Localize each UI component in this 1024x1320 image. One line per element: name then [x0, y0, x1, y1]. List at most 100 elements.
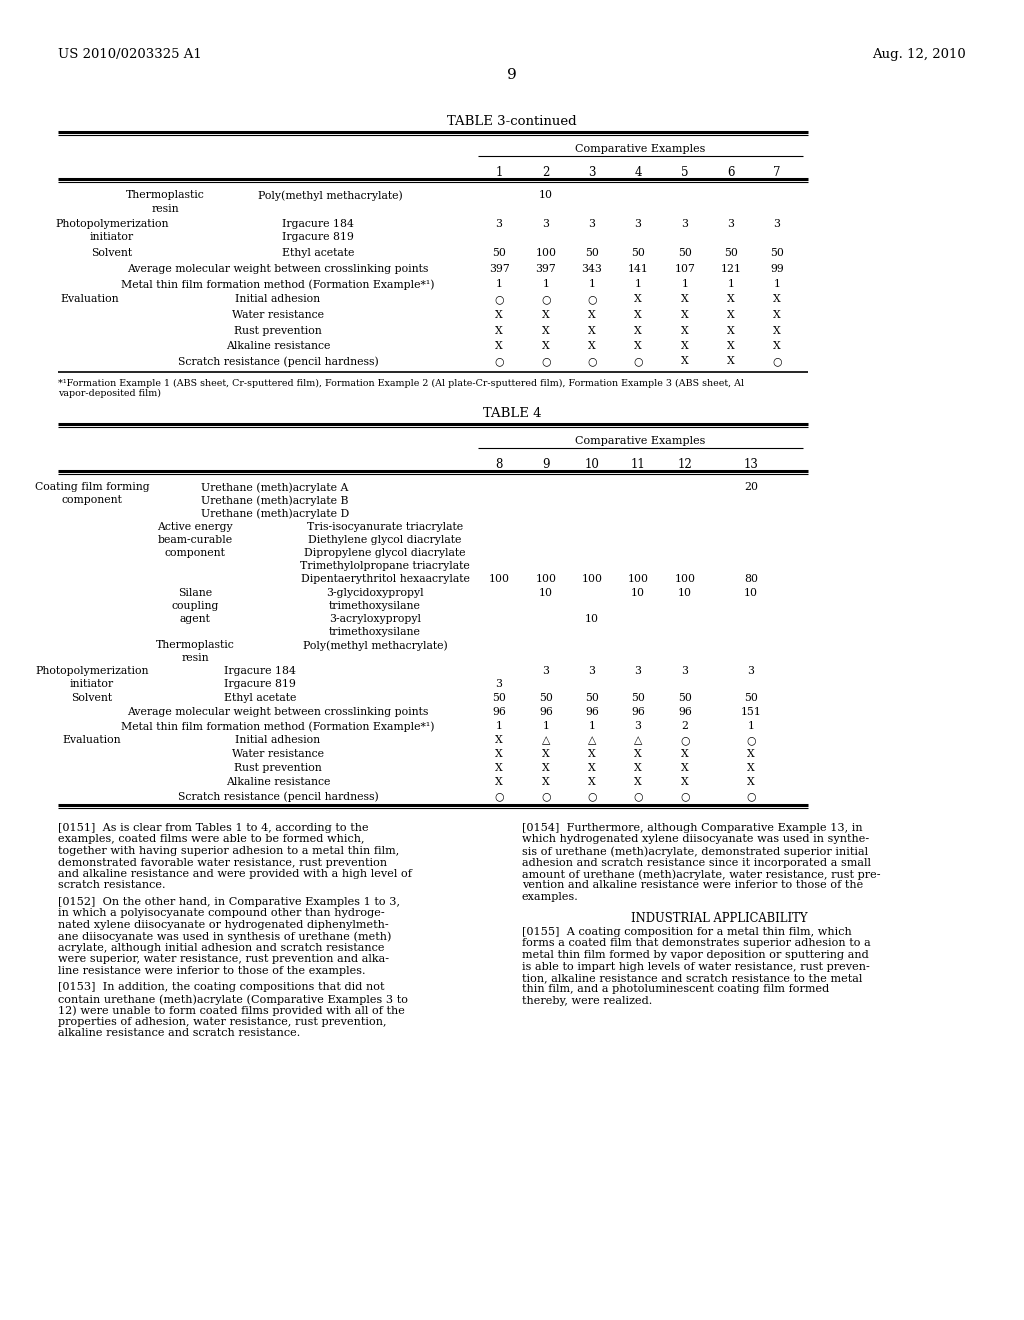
Text: X: X — [681, 294, 689, 305]
Text: 1: 1 — [543, 279, 550, 289]
Text: US 2010/0203325 A1: US 2010/0203325 A1 — [58, 48, 202, 61]
Text: Scratch resistance (pencil hardness): Scratch resistance (pencil hardness) — [177, 791, 379, 801]
Text: Water resistance: Water resistance — [232, 748, 324, 759]
Text: 151: 151 — [740, 708, 762, 717]
Text: Urethane (meth)acrylate A: Urethane (meth)acrylate A — [202, 482, 349, 492]
Text: vapor-deposited film): vapor-deposited film) — [58, 389, 161, 399]
Text: X: X — [496, 777, 503, 787]
Text: 10: 10 — [631, 587, 645, 598]
Text: X: X — [681, 341, 689, 351]
Text: 1: 1 — [543, 721, 550, 731]
Text: 10: 10 — [585, 614, 599, 624]
Text: ○: ○ — [633, 356, 643, 367]
Text: 50: 50 — [631, 693, 645, 704]
Text: X: X — [748, 763, 755, 774]
Text: Irgacure 184: Irgacure 184 — [282, 219, 354, 228]
Text: 99: 99 — [770, 264, 784, 273]
Text: 1: 1 — [589, 721, 596, 731]
Text: X: X — [634, 294, 642, 305]
Text: X: X — [773, 310, 781, 319]
Text: X: X — [748, 748, 755, 759]
Text: acrylate, although initial adhesion and scratch resistance: acrylate, although initial adhesion and … — [58, 942, 384, 953]
Text: adhesion and scratch resistance since it incorporated a small: adhesion and scratch resistance since it… — [522, 858, 871, 867]
Text: demonstrated favorable water resistance, rust prevention: demonstrated favorable water resistance,… — [58, 858, 387, 867]
Text: X: X — [496, 763, 503, 774]
Text: and alkaline resistance and were provided with a high level of: and alkaline resistance and were provide… — [58, 869, 412, 879]
Text: Tris-isocyanurate triacrylate: Tris-isocyanurate triacrylate — [307, 521, 463, 532]
Text: properties of adhesion, water resistance, rust prevention,: properties of adhesion, water resistance… — [58, 1016, 386, 1027]
Text: X: X — [588, 310, 596, 319]
Text: 4: 4 — [634, 166, 642, 180]
Text: 1: 1 — [727, 279, 734, 289]
Text: X: X — [727, 356, 735, 367]
Text: thin film, and a photoluminescent coating film formed: thin film, and a photoluminescent coatin… — [522, 985, 829, 994]
Text: 1: 1 — [682, 279, 688, 289]
Text: 1: 1 — [589, 279, 596, 289]
Text: 3: 3 — [635, 721, 641, 731]
Text: ○: ○ — [772, 356, 781, 367]
Text: ○: ○ — [495, 356, 504, 367]
Text: 3: 3 — [682, 219, 688, 228]
Text: 10: 10 — [678, 587, 692, 598]
Text: Urethane (meth)acrylate D: Urethane (meth)acrylate D — [201, 508, 349, 519]
Text: Trimethylolpropane triacrylate: Trimethylolpropane triacrylate — [300, 561, 470, 572]
Text: ○: ○ — [542, 791, 551, 801]
Text: contain urethane (meth)acrylate (Comparative Examples 3 to: contain urethane (meth)acrylate (Compara… — [58, 994, 408, 1005]
Text: 80: 80 — [744, 574, 758, 583]
Text: initiator: initiator — [70, 678, 114, 689]
Text: ○: ○ — [542, 356, 551, 367]
Text: 3: 3 — [589, 219, 596, 228]
Text: [0155]  A coating composition for a metal thin film, which: [0155] A coating composition for a metal… — [522, 927, 852, 937]
Text: 96: 96 — [631, 708, 645, 717]
Text: Photopolymerization: Photopolymerization — [35, 667, 148, 676]
Text: tion, alkaline resistance and scratch resistance to the metal: tion, alkaline resistance and scratch re… — [522, 973, 862, 983]
Text: 3-glycidoxypropyl: 3-glycidoxypropyl — [327, 587, 424, 598]
Text: X: X — [681, 777, 689, 787]
Text: 6: 6 — [727, 166, 735, 180]
Text: X: X — [588, 341, 596, 351]
Text: X: X — [773, 341, 781, 351]
Text: X: X — [496, 748, 503, 759]
Text: 50: 50 — [770, 248, 784, 257]
Text: 3: 3 — [496, 219, 503, 228]
Text: 2: 2 — [543, 166, 550, 180]
Text: 3: 3 — [589, 667, 596, 676]
Text: 1: 1 — [635, 279, 641, 289]
Text: 3: 3 — [682, 667, 688, 676]
Text: is able to impart high levels of water resistance, rust preven-: is able to impart high levels of water r… — [522, 961, 869, 972]
Text: X: X — [681, 356, 689, 367]
Text: 10: 10 — [585, 458, 599, 471]
Text: X: X — [542, 326, 550, 335]
Text: X: X — [542, 777, 550, 787]
Text: 2: 2 — [682, 721, 688, 731]
Text: ○: ○ — [495, 791, 504, 801]
Text: 96: 96 — [678, 708, 692, 717]
Text: 141: 141 — [628, 264, 648, 273]
Text: Metal thin film formation method (Formation Example*¹): Metal thin film formation method (Format… — [121, 721, 435, 731]
Text: 50: 50 — [678, 693, 692, 704]
Text: X: X — [634, 777, 642, 787]
Text: X: X — [727, 310, 735, 319]
Text: agent: agent — [179, 614, 211, 624]
Text: X: X — [773, 294, 781, 305]
Text: ○: ○ — [633, 791, 643, 801]
Text: [0153]  In addition, the coating compositions that did not: [0153] In addition, the coating composit… — [58, 982, 384, 993]
Text: Silane: Silane — [178, 587, 212, 598]
Text: 50: 50 — [493, 248, 506, 257]
Text: ane diisocyanate was used in synthesis of urethane (meth): ane diisocyanate was used in synthesis o… — [58, 932, 391, 942]
Text: X: X — [681, 763, 689, 774]
Text: X: X — [634, 748, 642, 759]
Text: X: X — [496, 341, 503, 351]
Text: Irgacure 184: Irgacure 184 — [224, 667, 296, 676]
Text: X: X — [681, 310, 689, 319]
Text: 50: 50 — [631, 248, 645, 257]
Text: resin: resin — [152, 203, 179, 214]
Text: 3: 3 — [543, 667, 550, 676]
Text: X: X — [588, 748, 596, 759]
Text: Metal thin film formation method (Formation Example*¹): Metal thin film formation method (Format… — [121, 279, 435, 289]
Text: Solvent: Solvent — [72, 693, 113, 704]
Text: 100: 100 — [488, 574, 510, 583]
Text: 1: 1 — [773, 279, 780, 289]
Text: X: X — [727, 341, 735, 351]
Text: in which a polyisocyanate compound other than hydroge-: in which a polyisocyanate compound other… — [58, 908, 385, 919]
